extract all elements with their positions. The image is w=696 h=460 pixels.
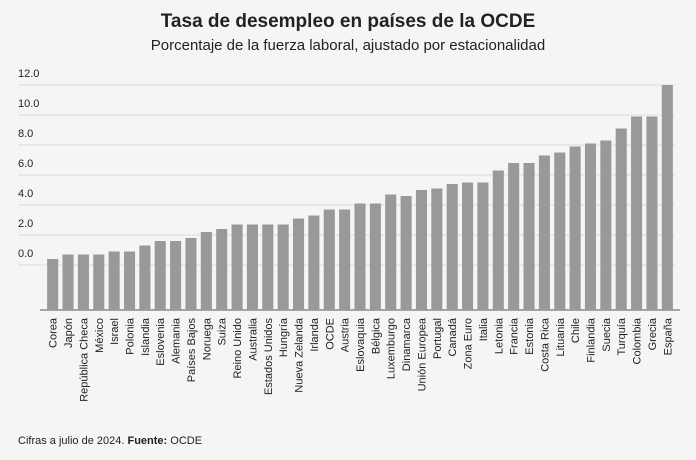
bar (62, 254, 74, 310)
x-tick-label: Canadá (447, 317, 459, 356)
x-tick-label: Eslovenia (155, 317, 167, 366)
x-tick-label: Alemania (171, 317, 183, 364)
bar (554, 152, 566, 310)
bar (108, 251, 120, 310)
bar (139, 245, 151, 310)
x-tick-label: Polonia (125, 317, 137, 355)
x-tick-label: Hungría (278, 317, 290, 357)
bar (631, 116, 643, 310)
bar (615, 128, 627, 310)
x-tick-label: Turquía (616, 317, 628, 355)
x-tick-label: Chile (570, 318, 582, 343)
x-tick-label: Eslovaquia (355, 317, 367, 372)
bar (446, 184, 458, 310)
y-tick-label: 4.0 (18, 188, 33, 200)
x-tick-label: Costa Rica (539, 317, 551, 372)
bar (200, 232, 212, 310)
bar (385, 194, 397, 310)
bar (584, 143, 597, 310)
x-tick-label: Estados Unidos (263, 318, 275, 396)
bar (369, 203, 381, 310)
bar (246, 224, 258, 310)
bar (400, 196, 412, 310)
y-tick-label: 12.0 (18, 68, 39, 80)
y-tick-label: 0.0 (18, 248, 33, 260)
bar (123, 251, 136, 310)
chart-title: Tasa de desempleo en países de la OCDE (161, 11, 536, 32)
bar (47, 259, 59, 310)
y-tick-label: 8.0 (18, 128, 33, 140)
x-tick-label: Irlanda (309, 317, 321, 352)
x-tick-label: Letonia (493, 317, 505, 354)
x-tick-label: Reino Unido (232, 318, 244, 379)
bar (569, 146, 581, 310)
x-tick-label: Australia (247, 317, 259, 361)
x-tick-label: México (94, 318, 106, 353)
bar (293, 218, 305, 310)
bar (77, 254, 89, 310)
bar (431, 188, 443, 310)
x-tick-label: España (662, 317, 674, 355)
bar (538, 155, 550, 310)
x-tick-label: Japón (63, 318, 75, 348)
x-tick-label: Austria (340, 317, 352, 352)
note: Cifras a julio de 2024. (18, 435, 124, 447)
x-tick-label: Luxemburgo (386, 318, 398, 379)
y-tick-label: 10.0 (18, 98, 39, 110)
x-tick-label: Bélgica (370, 317, 382, 354)
bar (262, 224, 274, 310)
x-tick-label: Dinamarca (401, 317, 413, 371)
x-tick-label: Estonia (524, 317, 536, 355)
x-tick-label: Nueva Zelanda (294, 317, 306, 392)
bar (185, 238, 197, 310)
source: OCDE (170, 435, 202, 447)
bar (462, 182, 474, 310)
bar (323, 209, 335, 310)
x-tick-label: OCDE (324, 318, 336, 350)
x-tick-label: Suiza (217, 317, 229, 345)
footnote: Cifras a julio de 2024. Fuente: OCDE (18, 435, 202, 447)
x-tick-label: Grecia (647, 317, 659, 350)
bar (508, 163, 520, 310)
y-tick-label: 6.0 (18, 158, 33, 170)
x-tick-label: Países Bajos (186, 318, 198, 383)
source-label: Fuente: (127, 435, 167, 447)
bar (339, 209, 351, 310)
x-tick-label: Israel (109, 318, 121, 345)
x-tick-label: Noruega (201, 317, 213, 360)
x-tick-label: Islandia (140, 317, 152, 356)
x-tick-label: Corea (48, 317, 60, 348)
x-tick-label: Finlandia (585, 317, 597, 363)
bar (646, 116, 658, 310)
bar (308, 215, 320, 310)
x-tick-label: Italia (478, 317, 490, 341)
x-tick-label: República Checa (78, 317, 90, 402)
bar (154, 241, 166, 310)
x-tick-label: Lituania (555, 317, 567, 356)
bar (93, 254, 105, 310)
bar (170, 241, 182, 310)
x-tick-label: Unión Europea (416, 317, 428, 391)
chart-subtitle: Porcentaje de la fuerza laboral, ajustad… (151, 37, 545, 54)
bar (600, 140, 612, 310)
bar (354, 203, 366, 310)
x-tick-label: Colombia (632, 317, 644, 364)
x-tick-label: Portugal (432, 318, 444, 359)
bar (216, 229, 228, 310)
bar (477, 182, 489, 310)
bar (415, 190, 427, 310)
x-tick-label: Suecia (601, 317, 613, 352)
x-tick-label: Zona Euro (463, 318, 475, 369)
bar (661, 85, 673, 310)
y-tick-label: 2.0 (18, 218, 33, 230)
bar (492, 170, 504, 310)
bar (523, 163, 535, 310)
x-tick-label: Francia (509, 317, 521, 355)
bar (231, 224, 243, 310)
bar (277, 224, 289, 310)
